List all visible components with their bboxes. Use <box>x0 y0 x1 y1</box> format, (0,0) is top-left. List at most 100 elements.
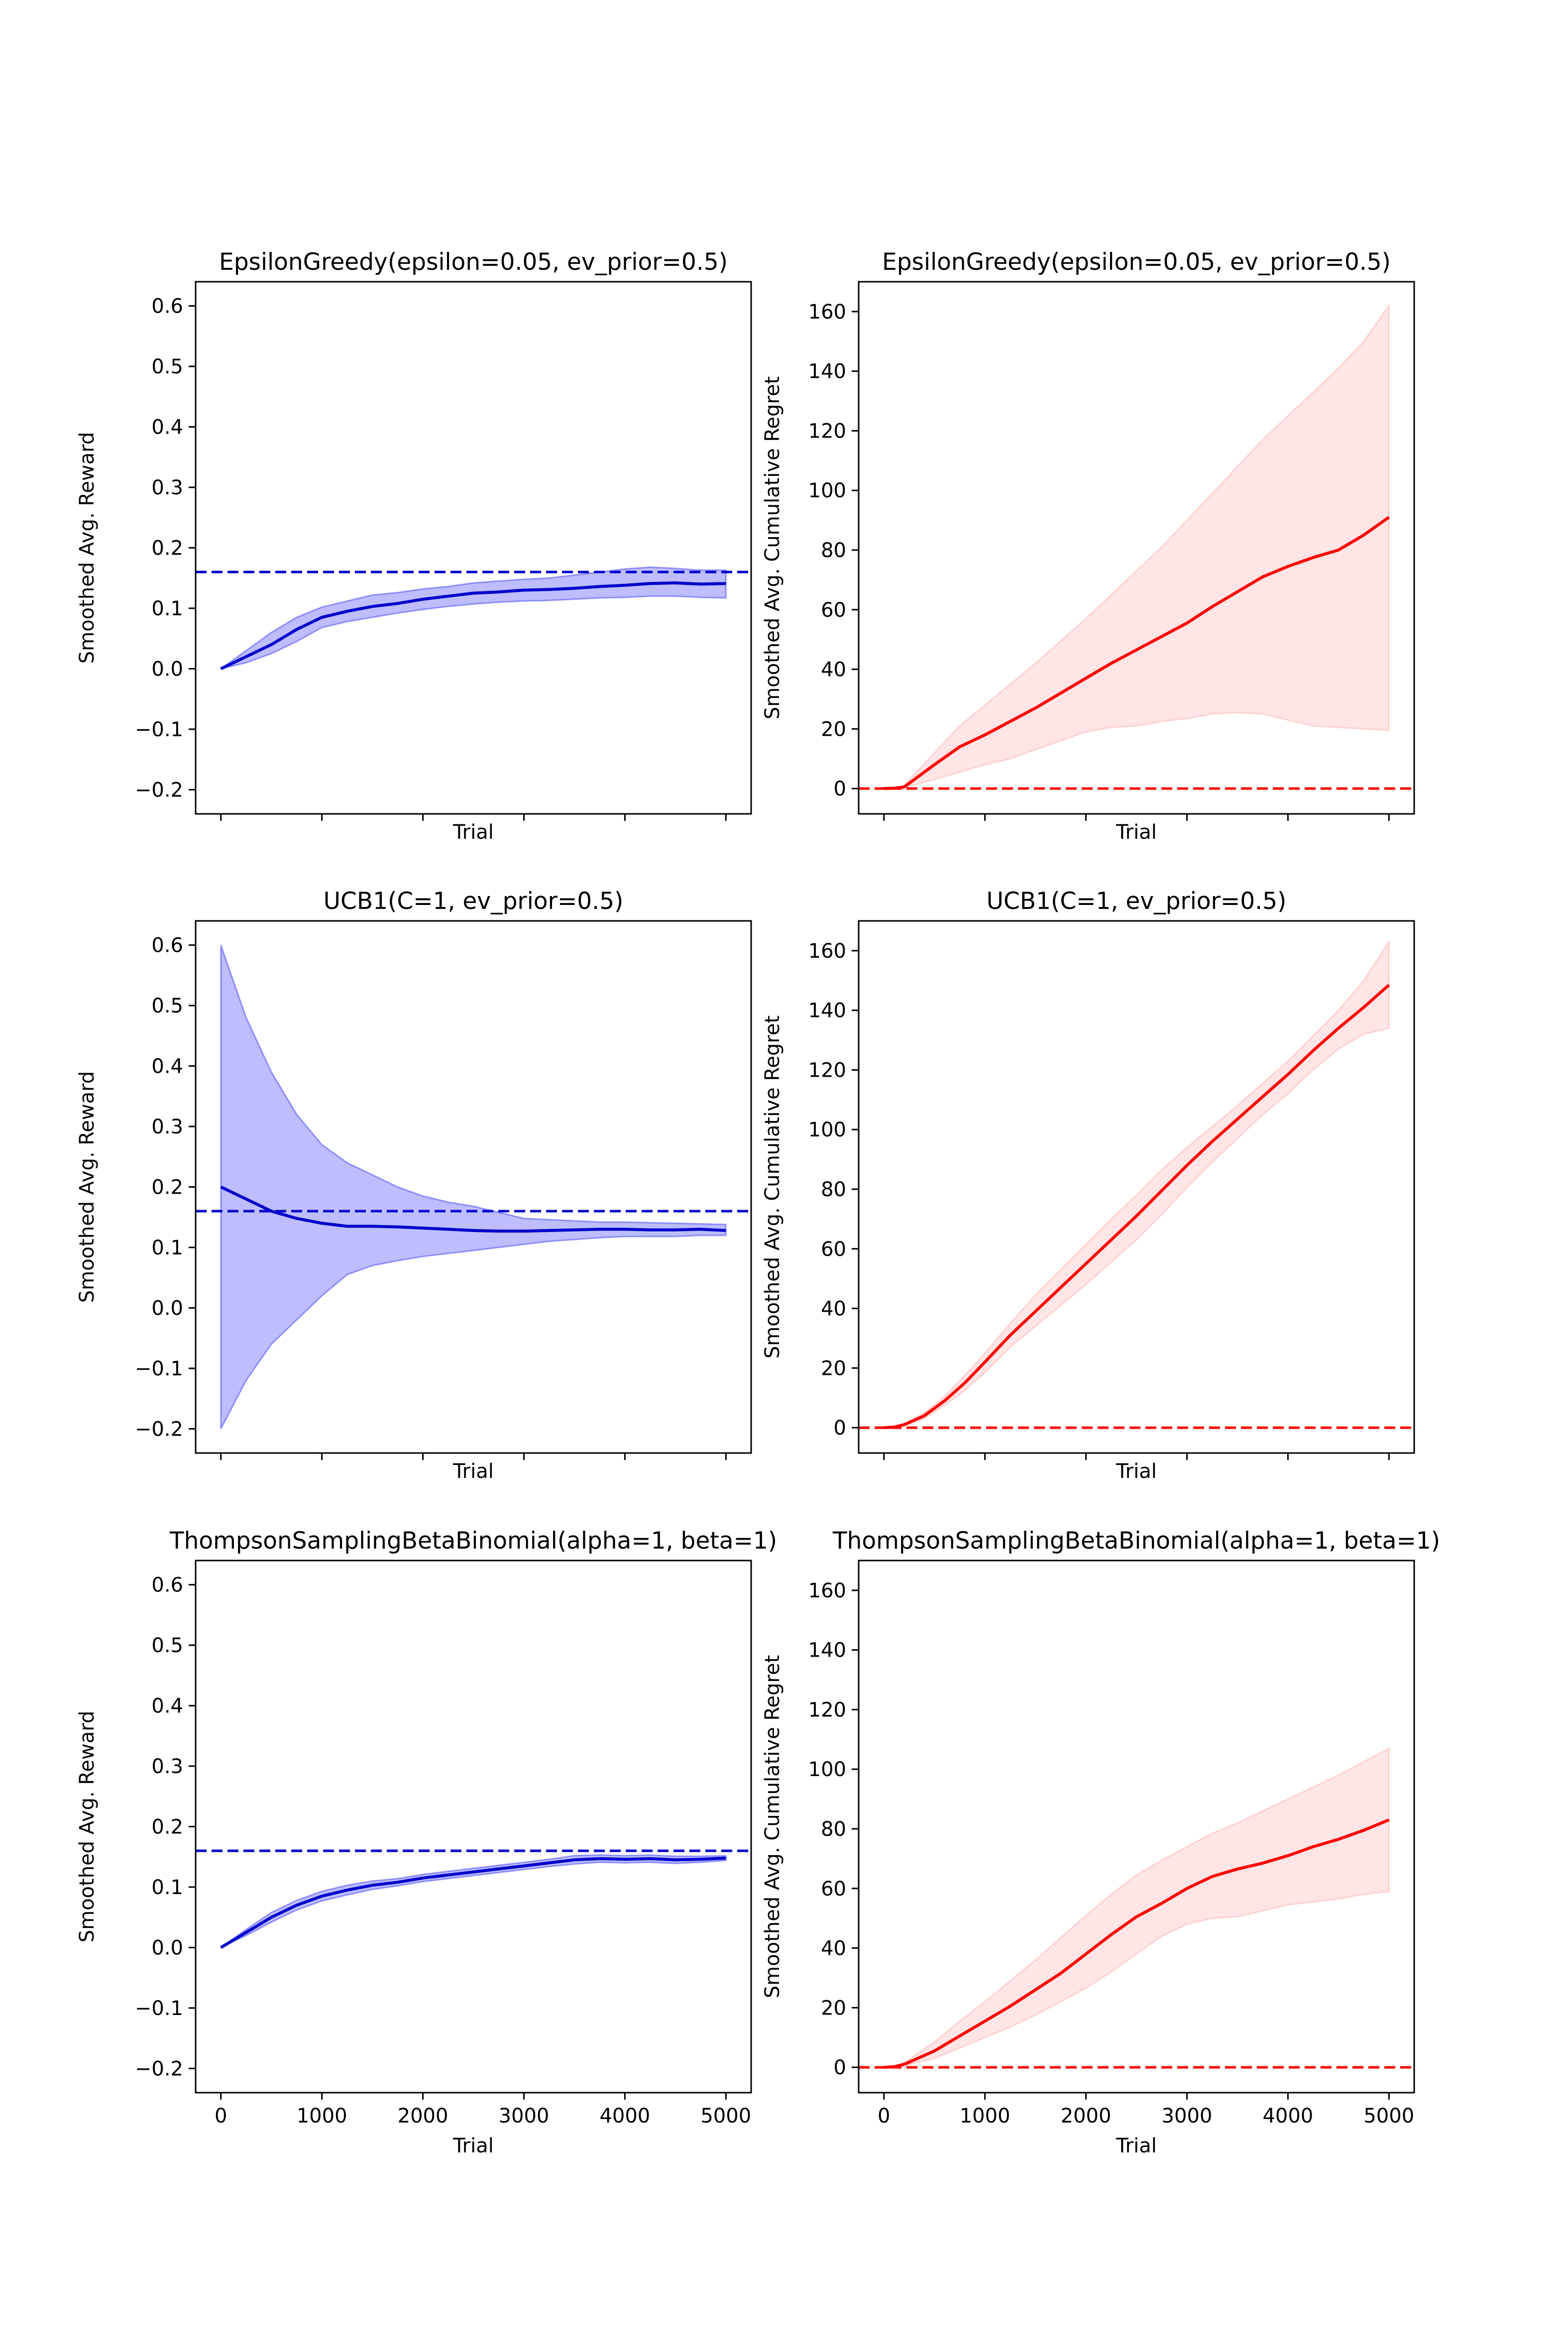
y-tick-label: 160 <box>808 301 846 324</box>
subplot-grid: −0.2 −0.1 0.0 0.1 0.2 0.3 0.4 0.5 0.6 EpsilonGree… <box>76 248 1440 2157</box>
y-tick-label: 0.2 <box>151 1816 183 1839</box>
plot-area <box>196 1849 751 1949</box>
y-tick-label: 160 <box>808 1579 846 1602</box>
x-tick-label: 0 <box>215 2105 227 2128</box>
subplot-title: UCB1(C=1, ev_prior=0.5) <box>324 888 624 915</box>
axes-frame <box>195 1560 752 2094</box>
x-tick-label: 3000 <box>499 2105 550 2128</box>
y-tick-label: 160 <box>808 940 846 963</box>
y-tick-label: 120 <box>808 1698 846 1721</box>
subplot-6: 0 1000 2000 3000 4000 5000 0 20 40 60 80 100 120 140 1… <box>761 1527 1440 2157</box>
y-tick-label: 0.0 <box>151 1297 183 1320</box>
x-tick-label: 2000 <box>398 2105 448 2128</box>
y-tick-label: −0.1 <box>135 718 183 741</box>
x-axis-label: Trial <box>452 2134 494 2157</box>
y-tick-label: 20 <box>821 718 846 741</box>
x-axis-label: Trial <box>1116 2134 1157 2157</box>
confidence-band <box>220 945 727 1430</box>
y-tick-label: 140 <box>808 1000 846 1022</box>
mean-line <box>884 984 1390 1430</box>
y-tick-label: 20 <box>821 1357 846 1380</box>
mean-line <box>884 516 1390 790</box>
x-axis-label: Trial <box>1116 1460 1157 1483</box>
x-tick-label: 4000 <box>1262 2105 1313 2128</box>
y-tick-label: −0.1 <box>135 1997 183 2020</box>
y-axis-label: Smoothed Avg. Reward <box>76 1711 99 1943</box>
y-tick-label: 60 <box>821 599 846 622</box>
axes-frame <box>858 920 1415 1454</box>
subplot-title: EpsilonGreedy(epsilon=0.05, ev_prior=0.5… <box>219 248 728 276</box>
y-tick-label: 40 <box>821 659 846 681</box>
y-tick-label: 0.5 <box>151 1634 183 1657</box>
plot-area <box>859 939 1414 1430</box>
y-tick-label: 0.6 <box>151 295 183 318</box>
y-tick-label: 0 <box>834 2056 846 2079</box>
x-tick-label: 1000 <box>960 2105 1010 2128</box>
x-axis-label: Trial <box>452 1460 494 1483</box>
x-axis-label: Trial <box>1116 821 1157 844</box>
plot-area <box>859 1747 1414 2069</box>
y-axis-label: Smoothed Avg. Cumulative Regret <box>761 1655 784 1998</box>
y-tick-label: 40 <box>821 1298 846 1321</box>
y-tick-label: 0.1 <box>151 1876 183 1899</box>
confidence-band <box>884 1747 1390 2068</box>
subplot-3: −0.2 −0.1 0.0 0.1 0.2 0.3 0.4 0.5 0.6 UCB1(C=1, e… <box>76 888 752 1483</box>
y-tick-label: 0.5 <box>151 355 183 378</box>
x-tick-label: 1000 <box>297 2105 347 2128</box>
y-tick-label: 0.6 <box>151 1574 183 1597</box>
y-tick-label: 100 <box>808 1758 846 1781</box>
subplot-4: 0 20 40 60 80 100 120 140 160 UCB1(C=1, ev_prior=… <box>761 888 1415 1483</box>
x-tick-label: 4000 <box>599 2105 650 2128</box>
y-tick-label: 140 <box>808 1639 846 1662</box>
y-tick-label: 120 <box>808 420 846 443</box>
y-tick-label: −0.2 <box>135 779 183 801</box>
axes-frame <box>195 281 752 815</box>
y-tick-label: −0.2 <box>135 2057 183 2080</box>
y-tick-label: 0 <box>834 778 846 800</box>
confidence-band <box>884 303 1390 789</box>
y-tick-label: 0 <box>834 1417 846 1440</box>
y-tick-label: 0.5 <box>151 995 183 1017</box>
mean-line <box>220 581 726 671</box>
y-tick-label: 0.2 <box>151 537 183 560</box>
y-tick-label: 0.0 <box>151 1936 183 1959</box>
y-tick-label: 0.1 <box>151 597 183 620</box>
y-tick-label: 40 <box>821 1937 846 1960</box>
subplot-2: 0 20 40 60 80 100 120 140 160 EpsilonGreedy(epsil… <box>761 248 1415 844</box>
confidence-band <box>884 939 1390 1429</box>
axes-frame <box>858 1560 1415 2094</box>
mean-line <box>220 1185 726 1233</box>
y-tick-label: 0.3 <box>151 476 183 499</box>
x-tick-label: 2000 <box>1061 2105 1112 2128</box>
y-axis-label: Smoothed Avg. Reward <box>76 1071 99 1303</box>
subplot-5: 0 1000 2000 3000 4000 5000 −0.2 −0.1 0.0 0.1 0.2 0.… <box>76 1527 777 2157</box>
y-tick-label: 0.0 <box>151 658 183 680</box>
y-tick-label: 60 <box>821 1238 846 1261</box>
y-tick-label: 80 <box>821 1178 846 1201</box>
y-tick-label: 0.4 <box>151 1055 183 1078</box>
y-tick-label: 60 <box>821 1878 846 1901</box>
subplot-title: ThompsonSamplingBetaBinomial(alpha=1, be… <box>832 1527 1440 1555</box>
subplot-title: UCB1(C=1, ev_prior=0.5) <box>987 888 1287 915</box>
subplot-title: EpsilonGreedy(epsilon=0.05, ev_prior=0.5… <box>882 248 1391 276</box>
y-tick-label: 20 <box>821 1997 846 2019</box>
mean-line <box>220 1856 726 1949</box>
y-tick-label: −0.2 <box>135 1418 183 1441</box>
plot-area <box>196 566 751 671</box>
y-tick-label: 0.4 <box>151 1695 183 1718</box>
y-tick-label: 0.2 <box>151 1176 183 1199</box>
y-axis-label: Smoothed Avg. Cumulative Regret <box>761 376 784 719</box>
y-tick-label: 0.6 <box>151 934 183 957</box>
y-tick-label: 0.3 <box>151 1116 183 1138</box>
y-tick-label: 80 <box>821 539 846 562</box>
axes-frame <box>858 281 1415 815</box>
y-tick-label: 0.1 <box>151 1236 183 1259</box>
y-tick-label: 120 <box>808 1059 846 1082</box>
y-tick-label: 80 <box>821 1818 846 1841</box>
y-tick-label: 100 <box>808 1119 846 1141</box>
x-tick-label: 3000 <box>1162 2105 1213 2128</box>
y-tick-label: 0.4 <box>151 416 183 439</box>
x-tick-label: 0 <box>878 2105 890 2128</box>
confidence-band <box>220 1854 727 1948</box>
